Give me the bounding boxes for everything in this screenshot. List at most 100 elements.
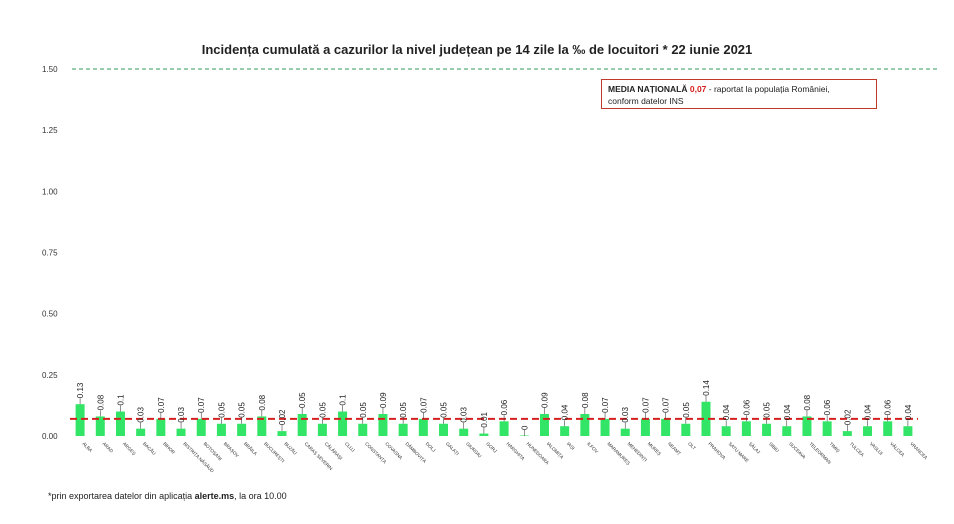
data-label: 0.03 (460, 407, 469, 423)
bar (338, 411, 348, 436)
data-label: 0.08 (96, 394, 105, 410)
data-label: 0 (520, 425, 529, 430)
x-tick-label: CĂLĂRAȘI (324, 440, 344, 460)
bar (237, 423, 247, 436)
data-label: 0.06 (823, 399, 832, 415)
x-tick-label: IAȘI (566, 441, 576, 451)
y-tick-label: 1.25 (42, 126, 58, 135)
y-tick-label: 1.50 (42, 65, 58, 74)
data-label: 0.05 (682, 402, 691, 418)
data-label: 0.07 (662, 397, 671, 413)
y-axis: 0.00 0.25 0.50 0.75 1.00 1.25 1.50 (42, 65, 58, 441)
x-tick-label: HARGHITA (505, 441, 526, 462)
x-tick-label: BUCUREȘTI (263, 441, 285, 463)
chart-title: Incidența cumulată a cazurilor la nivel … (201, 42, 753, 57)
bar (378, 413, 388, 436)
data-label: 0.05 (399, 402, 408, 418)
x-tick-label: BRAȘOV (223, 441, 241, 459)
data-label: 0.06 (884, 399, 893, 415)
data-label: 0.04 (864, 404, 873, 420)
bar (762, 423, 772, 436)
bar (560, 426, 570, 436)
x-tick-label: BACĂU (142, 440, 157, 455)
data-label: 0.03 (177, 407, 186, 423)
x-tick-label: GALAȚI (445, 441, 460, 456)
x-tick-label: IALOMIȚA (546, 441, 565, 460)
y-tick-label: 0.50 (42, 310, 58, 319)
bar (176, 428, 186, 436)
bar (317, 423, 327, 436)
bar (661, 418, 671, 436)
bar (539, 413, 549, 436)
x-tick-label: GIURGIU (465, 441, 482, 458)
x-tick-label: NEAMȚ (667, 441, 682, 456)
bar (499, 421, 509, 436)
x-tick-label: ARGEȘ (122, 441, 137, 456)
bar (580, 413, 590, 436)
bar (358, 423, 368, 436)
bar (620, 428, 630, 436)
x-tick-label: SUCEAVA (788, 441, 807, 460)
data-label: 0.03 (137, 407, 146, 423)
bar (439, 423, 449, 436)
data-label: 0.07 (419, 397, 428, 413)
data-label: 0.05 (763, 402, 772, 418)
x-tick-label: DOLJ (425, 441, 437, 453)
bar (459, 428, 469, 436)
footnote: *prin exportarea datelor din aplicația a… (48, 491, 287, 501)
x-tick-label: BIHOR (162, 441, 176, 455)
x-tick-label: SĂLAJ (748, 440, 762, 454)
y-tick-label: 1.00 (42, 187, 58, 196)
x-tick-label: MEHEDINȚI (627, 441, 648, 462)
data-label: 0.02 (278, 409, 287, 425)
legend-source: conform datelor INS (608, 96, 684, 106)
bar (822, 421, 832, 436)
x-tick-label: COVASNA (384, 441, 404, 461)
footnote-prefix: *prin exportarea datelor din aplicația (48, 491, 195, 501)
bar (479, 433, 489, 436)
data-label: 0.08 (258, 394, 267, 410)
bar-series (75, 401, 913, 436)
data-label: 0.1 (116, 394, 125, 406)
data-label: 0.05 (238, 402, 247, 418)
bar (216, 423, 226, 436)
x-tick-label: TIMIȘ (828, 441, 840, 453)
data-label: 0.01 (480, 411, 489, 427)
footnote-suffix: , la ora 10.00 (234, 491, 287, 501)
x-tick-label: SATU MARE (727, 441, 749, 463)
bar (741, 421, 751, 436)
x-tick-label: MUREȘ (647, 441, 662, 456)
bar (802, 416, 812, 436)
legend-value: 0,07 (689, 84, 707, 94)
bar (903, 426, 913, 436)
x-tick-label: ARAD (102, 441, 115, 454)
x-tick-label: OLT (687, 441, 697, 451)
data-label: 0.04 (561, 404, 570, 420)
data-labels: 0.13 0.08 0.1 0.03 0.07 0.03 0.07 0.05 0.05 0.08 0… (76, 380, 913, 436)
x-tick-label: PRAHOVA (707, 441, 727, 461)
x-tick-label: CLUJ (344, 441, 356, 453)
bar (136, 428, 146, 436)
data-label: 0.09 (540, 392, 549, 408)
x-tick-label: SIBIU (768, 441, 780, 453)
data-label: 0.05 (440, 402, 449, 418)
bar (398, 423, 408, 436)
legend-label: MEDIA NAȚIONALĂ (608, 84, 688, 94)
data-label: 0.08 (581, 392, 590, 408)
bar (883, 421, 893, 436)
x-tick-label: ILFOV (586, 441, 600, 455)
bar (782, 426, 792, 436)
bar (95, 416, 105, 436)
data-label: 0.07 (197, 397, 206, 413)
data-label: 0.14 (702, 380, 711, 396)
x-tick-label: ALBA (81, 441, 94, 454)
bar (681, 423, 691, 436)
data-label: 0.09 (379, 392, 388, 408)
y-tick-label: 0.75 (42, 249, 58, 258)
data-label: 0.03 (621, 407, 630, 423)
x-tick-label: TULCEA (849, 441, 866, 458)
bar (863, 426, 873, 436)
bar (721, 426, 731, 436)
data-label: 0.04 (722, 404, 731, 420)
